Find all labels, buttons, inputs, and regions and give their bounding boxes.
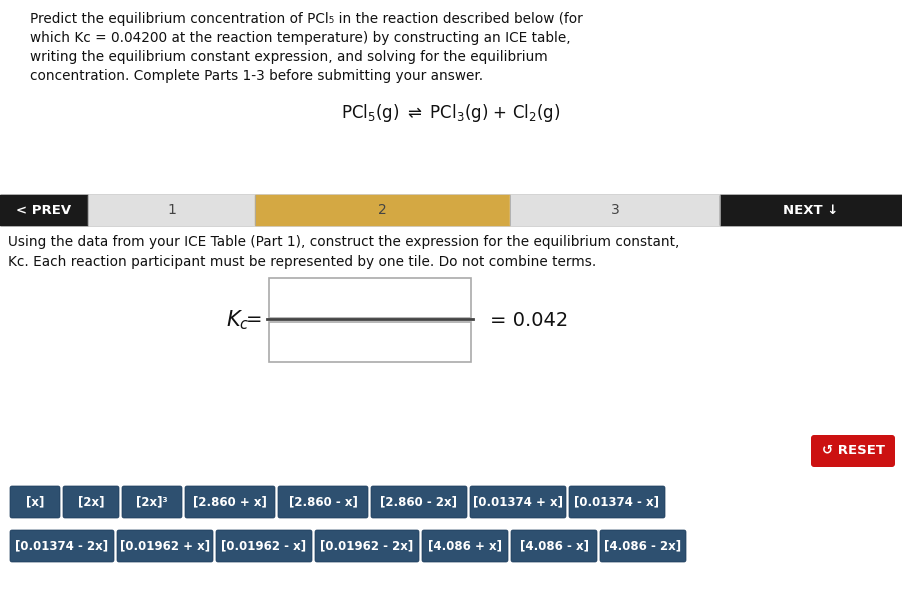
Text: ↺ RESET: ↺ RESET <box>822 444 885 458</box>
FancyBboxPatch shape <box>269 322 471 362</box>
Text: Predict the equilibrium concentration of PCl₅ in the reaction described below (f: Predict the equilibrium concentration of… <box>30 12 583 26</box>
Text: [0.01374 - x]: [0.01374 - x] <box>575 495 659 509</box>
Text: concentration. Complete Parts 1-3 before submitting your answer.: concentration. Complete Parts 1-3 before… <box>30 69 483 83</box>
Text: PCl$_5$(g) $\rightleftharpoons$ PCl$_3$(g) + Cl$_2$(g): PCl$_5$(g) $\rightleftharpoons$ PCl$_3$(… <box>341 102 561 124</box>
FancyBboxPatch shape <box>811 435 895 467</box>
Bar <box>0 195 88 225</box>
FancyBboxPatch shape <box>269 278 471 318</box>
Text: $K_c$: $K_c$ <box>226 308 250 332</box>
FancyBboxPatch shape <box>122 486 182 518</box>
Text: [0.01374 - 2x]: [0.01374 - 2x] <box>15 539 108 553</box>
Text: [4.086 - x]: [4.086 - x] <box>520 539 588 553</box>
FancyBboxPatch shape <box>569 486 665 518</box>
Text: [2x]³: [2x]³ <box>136 495 168 509</box>
FancyBboxPatch shape <box>10 486 60 518</box>
Text: which Kc = 0.04200 at the reaction temperature) by constructing an ICE table,: which Kc = 0.04200 at the reaction tempe… <box>30 31 571 45</box>
Text: [2x]: [2x] <box>78 495 105 509</box>
FancyBboxPatch shape <box>600 530 686 562</box>
Text: [0.01962 - 2x]: [0.01962 - 2x] <box>320 539 414 553</box>
Bar <box>0 195 902 225</box>
FancyBboxPatch shape <box>185 486 275 518</box>
Text: [2.860 - x]: [2.860 - x] <box>289 495 357 509</box>
Text: [x]: [x] <box>26 495 44 509</box>
Text: =: = <box>245 311 262 329</box>
FancyBboxPatch shape <box>10 530 114 562</box>
Bar <box>255 195 510 225</box>
Text: 2: 2 <box>378 203 387 217</box>
Text: [0.01962 + x]: [0.01962 + x] <box>120 539 210 553</box>
Text: [2.860 - 2x]: [2.860 - 2x] <box>381 495 457 509</box>
Text: = 0.042: = 0.042 <box>490 311 568 329</box>
Text: [0.01962 - x]: [0.01962 - x] <box>221 539 307 553</box>
Text: NEXT ↓: NEXT ↓ <box>783 203 839 217</box>
Text: < PREV: < PREV <box>16 203 71 217</box>
FancyBboxPatch shape <box>422 530 508 562</box>
Text: [4.086 + x]: [4.086 + x] <box>428 539 502 553</box>
Text: Kc. Each reaction participant must be represented by one tile. Do not combine te: Kc. Each reaction participant must be re… <box>8 255 596 269</box>
Bar <box>0 225 902 602</box>
FancyBboxPatch shape <box>315 530 419 562</box>
FancyBboxPatch shape <box>216 530 312 562</box>
FancyBboxPatch shape <box>117 530 213 562</box>
FancyBboxPatch shape <box>278 486 368 518</box>
FancyBboxPatch shape <box>371 486 467 518</box>
FancyBboxPatch shape <box>470 486 566 518</box>
Text: [2.860 + x]: [2.860 + x] <box>193 495 267 509</box>
Text: 1: 1 <box>167 203 176 217</box>
Text: Using the data from your ICE Table (Part 1), construct the expression for the eq: Using the data from your ICE Table (Part… <box>8 235 679 249</box>
Bar <box>720 195 902 225</box>
Text: 3: 3 <box>611 203 620 217</box>
FancyBboxPatch shape <box>63 486 119 518</box>
Text: [4.086 - 2x]: [4.086 - 2x] <box>604 539 682 553</box>
Bar <box>88 195 255 225</box>
Bar <box>510 195 720 225</box>
Text: writing the equilibrium constant expression, and solving for the equilibrium: writing the equilibrium constant express… <box>30 50 548 64</box>
FancyBboxPatch shape <box>511 530 597 562</box>
Text: [0.01374 + x]: [0.01374 + x] <box>473 495 563 509</box>
